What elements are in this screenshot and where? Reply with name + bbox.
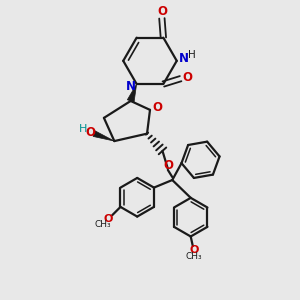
Text: O: O: [104, 214, 113, 224]
Polygon shape: [93, 131, 114, 141]
Text: H: H: [188, 50, 196, 60]
Text: CH₃: CH₃: [94, 220, 111, 229]
Text: N: N: [179, 52, 189, 65]
Polygon shape: [127, 84, 136, 102]
Text: O: O: [164, 159, 173, 172]
Text: CH₃: CH₃: [186, 252, 202, 261]
Text: O: O: [152, 101, 162, 114]
Text: O: O: [157, 5, 167, 18]
Text: O: O: [85, 126, 96, 139]
Text: N: N: [126, 80, 136, 94]
Text: O: O: [182, 71, 192, 84]
Text: H: H: [79, 124, 87, 134]
Text: O: O: [190, 245, 199, 255]
